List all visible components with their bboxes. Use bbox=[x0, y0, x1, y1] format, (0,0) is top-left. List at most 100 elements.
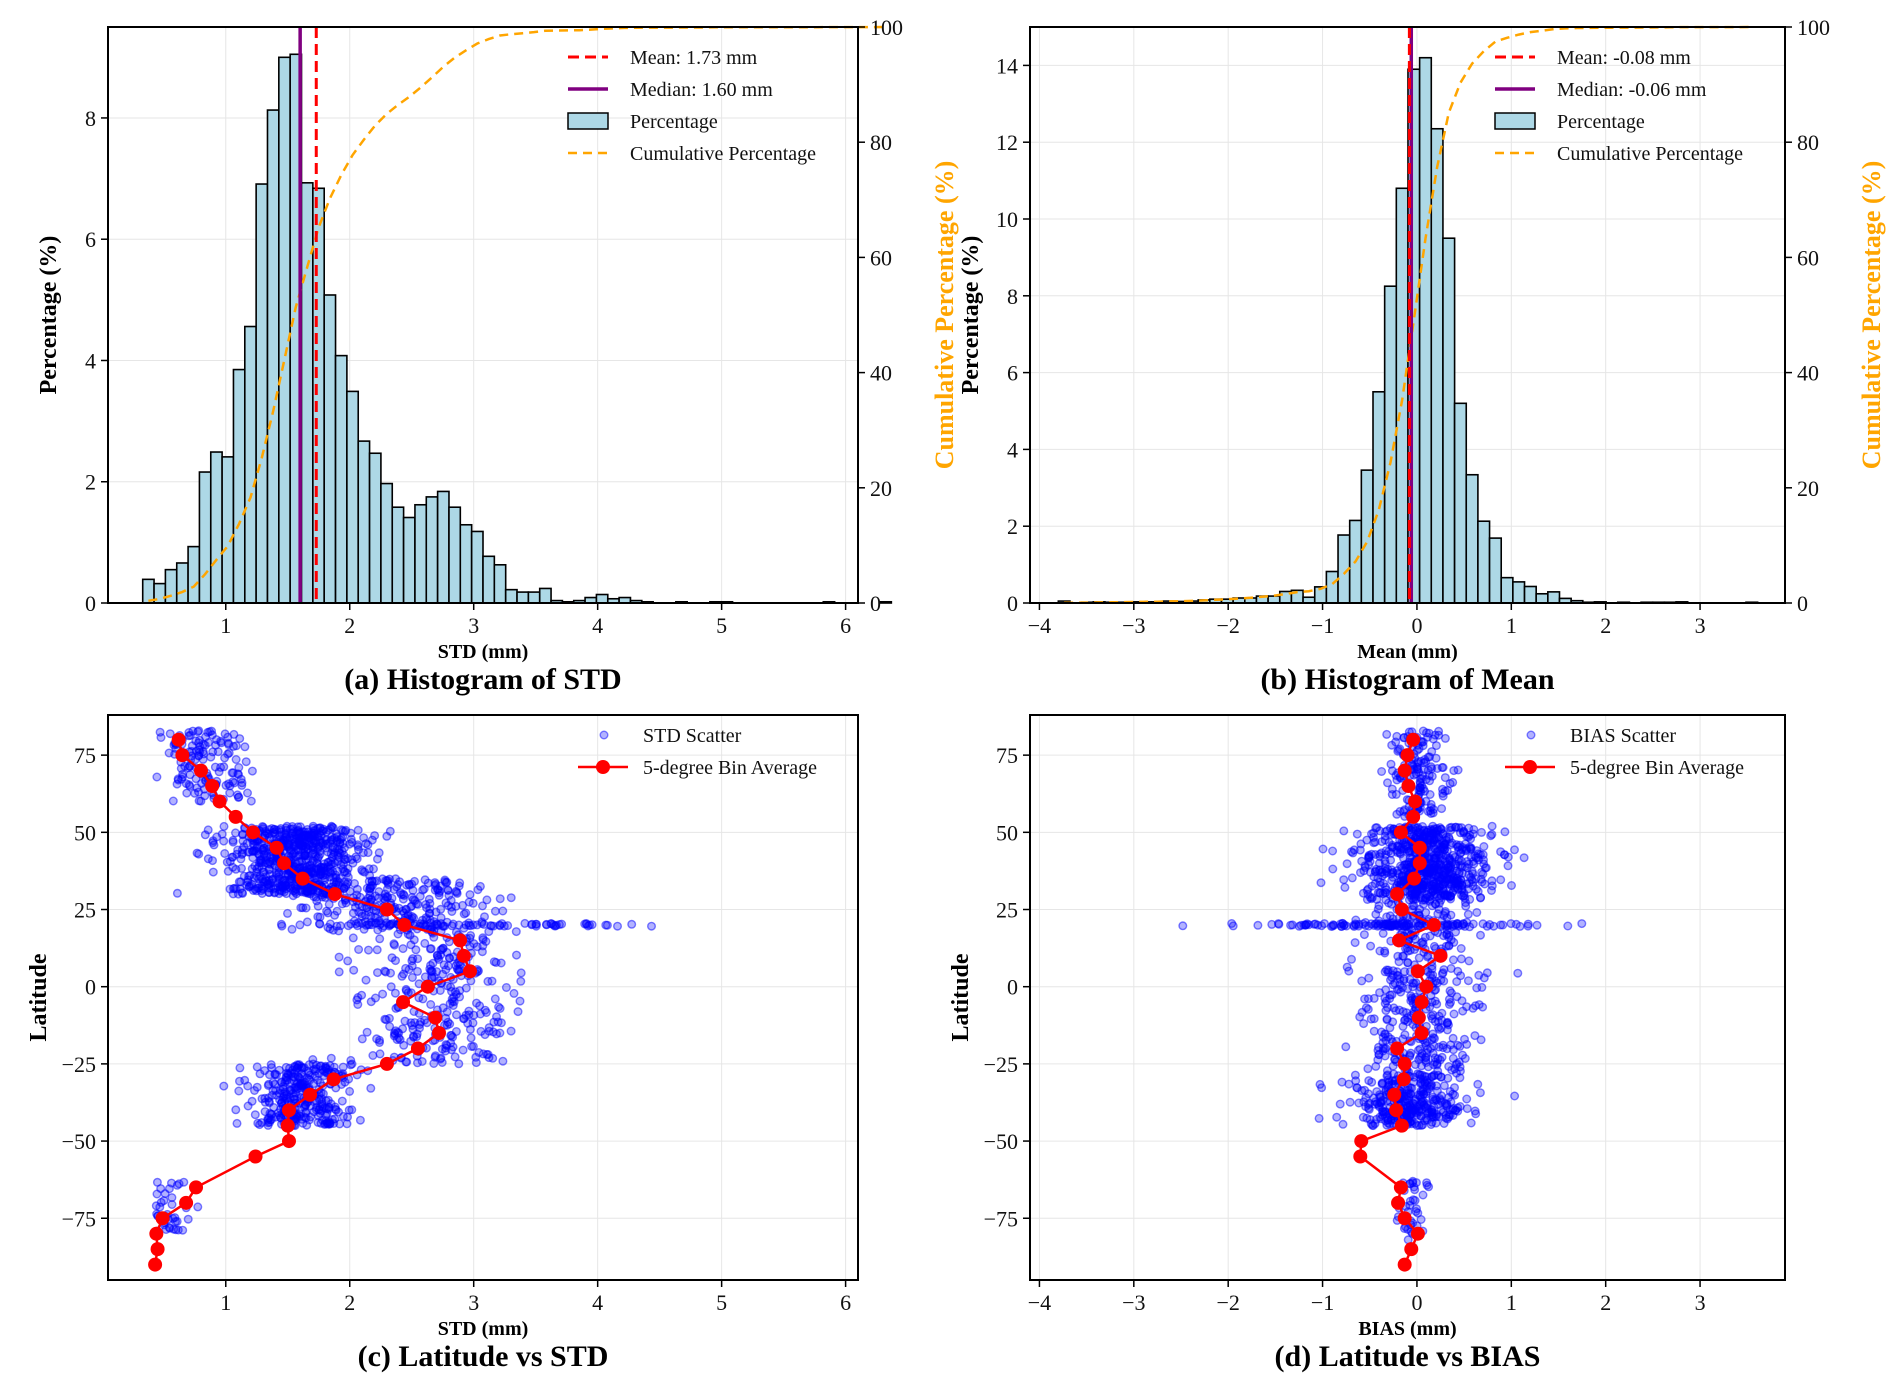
scatter-point bbox=[220, 849, 230, 859]
histogram-bar bbox=[175, 562, 189, 604]
scatter-point bbox=[1352, 829, 1362, 839]
scatter-point bbox=[1318, 844, 1328, 854]
scatter-point bbox=[490, 994, 500, 1004]
scatter-point bbox=[1496, 847, 1506, 857]
scatter-point bbox=[1405, 945, 1415, 955]
scatter-point bbox=[452, 888, 462, 898]
bin-average-marker bbox=[431, 1026, 446, 1041]
bin-average-marker bbox=[148, 1257, 163, 1272]
bin-average-marker bbox=[155, 1211, 170, 1226]
y-tick-label: 12 bbox=[996, 130, 1018, 155]
scatter-point bbox=[220, 729, 230, 739]
scatter-point bbox=[1429, 1041, 1439, 1051]
scatter-point bbox=[1351, 915, 1361, 925]
y2-tick-label: 20 bbox=[1797, 476, 1819, 501]
scatter-point bbox=[322, 906, 332, 916]
scatter-point bbox=[257, 1118, 267, 1128]
scatter-point bbox=[495, 921, 505, 931]
scatter-point bbox=[516, 976, 526, 986]
scatter-point bbox=[235, 734, 245, 744]
y2-tick-label: 0 bbox=[870, 591, 881, 616]
scatter-point bbox=[182, 788, 192, 798]
x-tick-label: −4 bbox=[1028, 613, 1051, 638]
scatter-point bbox=[1342, 962, 1352, 972]
scatter-point bbox=[495, 894, 505, 904]
scatter-point bbox=[366, 1083, 376, 1093]
scatter-point bbox=[234, 1076, 244, 1086]
x-tick-label: 4 bbox=[592, 613, 603, 638]
scatter-point bbox=[421, 920, 431, 930]
histogram-bar bbox=[1360, 469, 1374, 604]
bin-average-marker bbox=[1406, 809, 1421, 824]
scatter-point bbox=[401, 963, 411, 973]
scatter-point bbox=[1363, 884, 1373, 894]
scatter-point bbox=[464, 1006, 474, 1016]
scatter-point bbox=[1426, 1011, 1436, 1021]
scatter-point bbox=[208, 867, 218, 877]
scatter-point bbox=[1360, 994, 1370, 1004]
scatter-point bbox=[1486, 886, 1496, 896]
bin-average-marker bbox=[1412, 856, 1427, 871]
scatter-point bbox=[1433, 909, 1443, 919]
legend-label: Cumulative Percentage bbox=[630, 143, 816, 165]
scatter-point bbox=[1444, 892, 1454, 902]
bin-average-marker bbox=[462, 964, 477, 979]
scatter-point bbox=[203, 738, 213, 748]
scatter-point bbox=[484, 927, 494, 937]
scatter-point bbox=[438, 943, 448, 953]
x-tick-label: 3 bbox=[1695, 1290, 1706, 1315]
histogram-bar bbox=[221, 456, 235, 604]
scatter-point bbox=[439, 960, 449, 970]
scatter-point bbox=[364, 945, 374, 955]
scatter-point bbox=[353, 825, 363, 835]
scatter-point bbox=[378, 989, 388, 999]
scatter-point bbox=[1472, 908, 1482, 918]
scatter-point bbox=[454, 881, 464, 891]
scatter-point bbox=[368, 1050, 378, 1060]
scatter-point bbox=[375, 1049, 385, 1059]
legend-label: BIAS Scatter bbox=[1570, 725, 1676, 747]
scatter-point bbox=[1506, 881, 1516, 891]
scatter-point bbox=[1403, 860, 1413, 870]
histogram-bar bbox=[1488, 537, 1503, 604]
legend-label: Percentage bbox=[1557, 111, 1645, 133]
scatter-point bbox=[1480, 879, 1490, 889]
scatter-point bbox=[229, 778, 239, 788]
bin-average-marker bbox=[1397, 1257, 1412, 1272]
bin-average-marker bbox=[453, 933, 468, 948]
scatter-point bbox=[330, 910, 340, 920]
scatter-point bbox=[1577, 919, 1587, 929]
scatter-point bbox=[1402, 841, 1412, 851]
bin-average-marker bbox=[189, 1180, 204, 1195]
scatter-point bbox=[228, 837, 238, 847]
scatter-point bbox=[352, 884, 362, 894]
panel-c: STD Scatter 5-degree Bin Average 1 2 3 4 5 6 −75… bbox=[26, 714, 859, 1373]
scatter-point bbox=[1398, 853, 1408, 863]
scatter-point bbox=[271, 1085, 281, 1095]
scatter-point bbox=[1416, 1214, 1426, 1224]
scatter-point bbox=[498, 906, 508, 916]
bin-average-marker bbox=[1419, 979, 1434, 994]
bin-average-marker bbox=[1404, 1242, 1419, 1257]
scatter-point bbox=[231, 755, 241, 765]
scatter-point bbox=[1515, 921, 1525, 931]
scatter-point bbox=[1487, 829, 1497, 839]
scatter-point bbox=[278, 876, 288, 886]
scatter-point bbox=[446, 902, 456, 912]
scatter-point bbox=[222, 857, 232, 867]
scatter-point bbox=[1500, 827, 1510, 837]
bin-average-marker bbox=[326, 1072, 341, 1087]
scatter-point bbox=[1387, 740, 1397, 750]
scatter-point bbox=[383, 880, 393, 890]
scatter-point bbox=[152, 1189, 162, 1199]
scatter-point bbox=[1314, 1113, 1324, 1123]
scatter-point bbox=[152, 772, 162, 782]
scatter-point bbox=[1385, 1023, 1395, 1033]
histogram-bar bbox=[346, 390, 360, 604]
legend-label: 5-degree Bin Average bbox=[1570, 757, 1744, 779]
y-tick-label: 75 bbox=[74, 743, 96, 768]
scatter-point bbox=[441, 1043, 451, 1053]
scatter-point bbox=[1473, 1079, 1483, 1089]
scatter-point bbox=[269, 1102, 279, 1112]
scatter-point bbox=[184, 780, 194, 790]
